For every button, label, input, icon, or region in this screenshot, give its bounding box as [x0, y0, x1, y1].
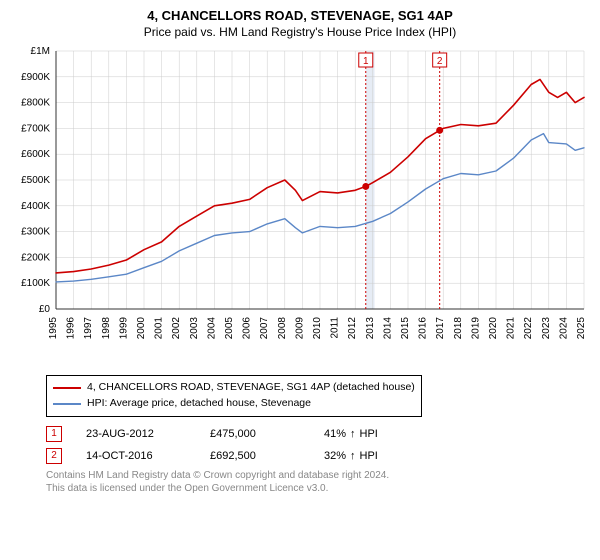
- svg-text:2009: 2009: [294, 317, 305, 340]
- event-price: £692,500: [210, 450, 300, 462]
- table-row: 2 14-OCT-2016 £692,500 32% ↑ HPI: [46, 447, 592, 465]
- event-pct: 32% ↑ HPI: [324, 450, 424, 462]
- svg-text:2012: 2012: [347, 317, 358, 340]
- legend-label-a: 4, CHANCELLORS ROAD, STEVENAGE, SG1 4AP …: [87, 380, 415, 396]
- svg-text:2021: 2021: [506, 317, 517, 340]
- page-subtitle: Price paid vs. HM Land Registry's House …: [8, 25, 592, 39]
- pct-value: 32%: [324, 450, 346, 462]
- price-vs-hpi-chart: £0 £100K £200K £300K £400K £500K £600K £700K £80…: [8, 45, 592, 365]
- svg-text:£300K: £300K: [21, 227, 50, 238]
- svg-text:2010: 2010: [312, 317, 323, 340]
- svg-text:2024: 2024: [558, 317, 569, 340]
- svg-text:£500K: £500K: [21, 175, 50, 186]
- event-badge: 1: [46, 426, 62, 442]
- footnote: Contains HM Land Registry data © Crown c…: [46, 469, 592, 496]
- svg-text:2003: 2003: [189, 317, 200, 340]
- svg-text:£800K: £800K: [21, 98, 50, 109]
- svg-text:1997: 1997: [83, 317, 94, 340]
- svg-text:2001: 2001: [154, 317, 165, 340]
- arrow-up-icon: ↑: [350, 450, 356, 462]
- svg-text:£700K: £700K: [21, 123, 50, 134]
- event-date: 23-AUG-2012: [86, 428, 186, 440]
- svg-text:£100K: £100K: [21, 278, 50, 289]
- svg-text:£200K: £200K: [21, 252, 50, 263]
- svg-text:2019: 2019: [470, 317, 481, 340]
- svg-text:2013: 2013: [365, 317, 376, 340]
- svg-text:2016: 2016: [418, 317, 429, 340]
- svg-text:£0: £0: [39, 304, 51, 315]
- svg-text:1995: 1995: [48, 317, 59, 340]
- svg-text:2020: 2020: [488, 317, 499, 340]
- sale-events-table: 1 23-AUG-2012 £475,000 41% ↑ HPI 2 14-OC…: [46, 425, 592, 465]
- svg-text:2011: 2011: [330, 317, 341, 339]
- svg-text:2006: 2006: [242, 317, 253, 340]
- pct-value: 41%: [324, 428, 346, 440]
- legend-row: HPI: Average price, detached house, Stev…: [53, 396, 415, 412]
- legend-swatch-a: [53, 387, 81, 389]
- arrow-up-icon: ↑: [350, 428, 356, 440]
- svg-text:£1M: £1M: [31, 46, 50, 57]
- svg-text:2025: 2025: [576, 317, 587, 340]
- event-price: £475,000: [210, 428, 300, 440]
- svg-text:2022: 2022: [523, 317, 534, 340]
- pct-suffix: HPI: [360, 450, 378, 462]
- svg-text:1996: 1996: [66, 317, 77, 340]
- svg-text:2015: 2015: [400, 317, 411, 340]
- svg-text:2018: 2018: [453, 317, 464, 340]
- svg-text:2008: 2008: [277, 317, 288, 340]
- svg-text:1998: 1998: [101, 317, 112, 340]
- svg-text:2004: 2004: [206, 317, 217, 340]
- event-date: 14-OCT-2016: [86, 450, 186, 462]
- svg-text:2017: 2017: [435, 317, 446, 340]
- legend-swatch-b: [53, 403, 81, 405]
- svg-text:1: 1: [363, 56, 369, 67]
- table-row: 1 23-AUG-2012 £475,000 41% ↑ HPI: [46, 425, 592, 443]
- footnote-line: Contains HM Land Registry data © Crown c…: [46, 469, 592, 483]
- event-number: 1: [51, 428, 57, 439]
- svg-text:2000: 2000: [136, 317, 147, 340]
- svg-text:£400K: £400K: [21, 201, 50, 212]
- event-pct: 41% ↑ HPI: [324, 428, 424, 440]
- legend: 4, CHANCELLORS ROAD, STEVENAGE, SG1 4AP …: [46, 375, 422, 417]
- svg-text:2002: 2002: [171, 317, 182, 340]
- svg-text:£900K: £900K: [21, 72, 50, 83]
- page-title: 4, CHANCELLORS ROAD, STEVENAGE, SG1 4AP: [8, 8, 592, 23]
- svg-text:2: 2: [437, 56, 443, 67]
- event-badge: 2: [46, 448, 62, 464]
- svg-text:1999: 1999: [118, 317, 129, 340]
- svg-text:2005: 2005: [224, 317, 235, 340]
- svg-text:2014: 2014: [382, 317, 393, 340]
- svg-text:2007: 2007: [259, 317, 270, 340]
- svg-text:£600K: £600K: [21, 149, 50, 160]
- event-number: 2: [51, 450, 57, 461]
- legend-row: 4, CHANCELLORS ROAD, STEVENAGE, SG1 4AP …: [53, 380, 415, 396]
- pct-suffix: HPI: [360, 428, 378, 440]
- footnote-line: This data is licensed under the Open Gov…: [46, 482, 592, 496]
- legend-label-b: HPI: Average price, detached house, Stev…: [87, 396, 311, 412]
- svg-text:2023: 2023: [541, 317, 552, 340]
